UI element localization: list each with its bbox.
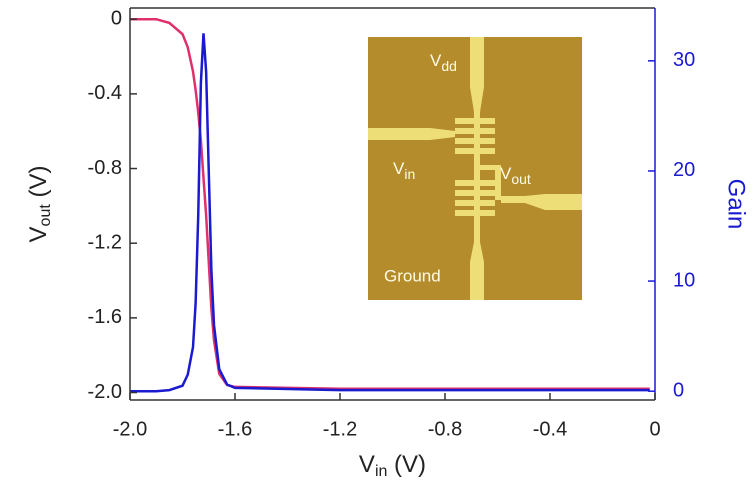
x-tick-label: -2.0	[113, 418, 147, 440]
inset-label-vdd: Vdd	[430, 51, 457, 73]
y-tick-label: -0.4	[88, 82, 122, 104]
inset-label-vout: Vout	[500, 164, 531, 186]
x-tick-label: 0	[649, 418, 660, 440]
x-tick-label: -0.8	[428, 418, 462, 440]
y2-axis-title: Gain	[723, 179, 750, 230]
y-axis-title: Vout (V)	[25, 166, 54, 243]
inset-label-main: V	[500, 164, 512, 183]
inset-circuit	[368, 37, 582, 300]
y-tick-label: -1.2	[88, 231, 122, 253]
x-axis-title-part: V	[359, 451, 375, 478]
inset-label-main: V	[430, 51, 442, 70]
y-axis-title-part: V	[25, 226, 52, 242]
y2-tick-label: 20	[673, 159, 695, 181]
inset-label-main: V	[393, 159, 405, 178]
x-axis-title: Vin (V)	[359, 451, 426, 480]
y2-tick-label: 10	[673, 269, 695, 291]
inset-label-vin: Vin	[393, 159, 415, 181]
data-line	[130, 33, 650, 393]
y-tick-label: 0	[111, 7, 122, 29]
x-tick-label: -1.2	[323, 418, 357, 440]
x-tick-label: -1.6	[218, 418, 252, 440]
inset-label-sub: in	[404, 166, 415, 182]
inset-label-sub: dd	[441, 58, 457, 74]
y-axis-title-part: out	[37, 204, 54, 227]
inset-label-ground: Ground	[384, 266, 441, 285]
x-axis-title-part: in	[375, 463, 387, 480]
inset-photo: Vdd Vin Vout Ground	[368, 37, 582, 300]
y-tick-label: -2.0	[88, 381, 122, 403]
y2-tick-label: 0	[673, 379, 684, 401]
y-tick-label: -0.8	[88, 157, 122, 179]
x-tick-label: -0.4	[533, 418, 567, 440]
inset-label-sub: out	[511, 171, 531, 187]
y2-tick-label: 30	[673, 49, 695, 71]
y-axis-title-part: (V)	[25, 166, 52, 205]
x-axis-title-part: (V)	[387, 451, 426, 478]
y-tick-label: -1.6	[88, 306, 122, 328]
